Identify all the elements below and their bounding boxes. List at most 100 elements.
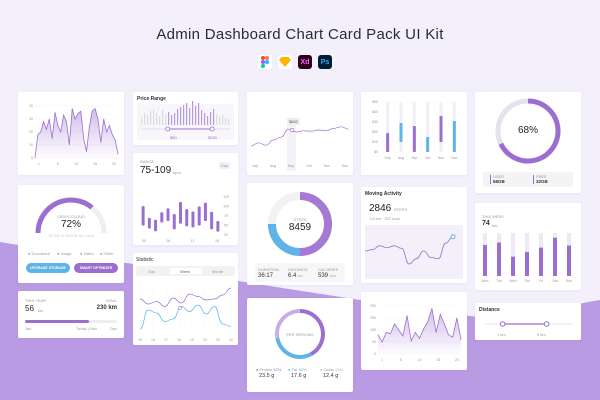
data-point [111, 134, 113, 135]
x-tick-label: 19 [190, 338, 194, 342]
data-point [398, 329, 400, 331]
free-value: 32GB [536, 179, 548, 184]
week-unit: km [492, 223, 498, 228]
bar [567, 245, 571, 276]
tab-week[interactable]: Week [180, 269, 191, 274]
data-point [57, 125, 59, 126]
hover-point [178, 306, 182, 310]
y-tick-label: $30 [372, 120, 378, 124]
sales-line-card: July Aug Sep Oct Nov Dec $852 [247, 92, 353, 175]
macro-value: 23.5 g [259, 373, 275, 379]
bar-track [426, 102, 430, 152]
tab-day[interactable]: Day [148, 269, 156, 274]
histogram-bar [153, 109, 155, 125]
data-point [89, 126, 90, 128]
tab-month[interactable]: Month [212, 269, 224, 274]
data-point [51, 138, 53, 139]
y-tick-label: 30 [29, 117, 33, 121]
x-tick-label: 22 [229, 338, 233, 342]
slider-handle [499, 321, 506, 327]
photoshop-icon: Ps [318, 55, 332, 69]
area-chart-card: 350 250 150 50 0 1 5 10 15 20 [361, 292, 467, 370]
activity-sub: 1.6 km · 327 kcal [369, 216, 400, 221]
steps-card: STEPS 8459 DURATION 36:17 DISTANCE 6.4 km C… [247, 183, 353, 285]
histogram-bar [210, 112, 212, 125]
x-tick-label: 21 [216, 338, 220, 342]
bar [497, 242, 501, 276]
stat-value: 539 kcal [318, 273, 336, 279]
chart-bg [365, 225, 463, 279]
yearly-goal-card: THIS YEAR 56 km GOAL 230 km Jan Today | … [18, 291, 124, 338]
macro-label: ● Protein 42% [256, 367, 282, 372]
histogram-bar [222, 115, 224, 125]
goal-value: 230 km [96, 305, 117, 311]
moving-activity-card: Moving Activity 2846 STEPS 1.6 km · 327 … [361, 187, 467, 283]
histogram-bg [137, 104, 234, 140]
histogram-bar [225, 118, 227, 125]
legend-other: ● Other [100, 251, 114, 256]
storage-percent: 72% [60, 219, 81, 230]
data-point [402, 335, 404, 337]
series-line [364, 236, 454, 265]
xd-icon: Xd [298, 55, 312, 69]
data-point [435, 332, 437, 333]
highlight-point [289, 127, 294, 132]
y-tick-label: 250 [370, 316, 376, 320]
year-unit: km [38, 308, 44, 313]
histogram-bar [228, 119, 230, 125]
x-tick-label: 15 [436, 358, 440, 362]
histogram-bar [189, 108, 191, 125]
year-progress-fill [25, 320, 90, 323]
histogram-bar [165, 114, 167, 125]
range-bar [160, 212, 164, 223]
bar-track [386, 102, 390, 152]
x-tick-label: Sun [566, 279, 572, 283]
histogram-bar [195, 106, 197, 125]
weekly-distance-card: THIS WEEK 74 km Mon Tue Wed Thu Fri Sat Sun [475, 203, 581, 290]
x-tick-label: Aug [398, 156, 404, 160]
x-tick-label: Sep [411, 156, 417, 160]
current-point [450, 234, 456, 240]
data-point [114, 139, 116, 141]
disk-percent: 68% [517, 125, 538, 136]
data-point [460, 339, 462, 340]
data-point [46, 129, 47, 130]
bar [511, 256, 515, 276]
data-point [386, 332, 387, 333]
x-tick-label: 06 [166, 239, 170, 243]
card-title: Moving Activity [365, 191, 402, 197]
x-tick-label: 10 [418, 358, 422, 362]
x-tick-label: 15 [93, 162, 97, 166]
data-point [419, 338, 420, 339]
x-tick-label: Dec [342, 164, 348, 168]
x-tick-label: Nov [324, 164, 330, 168]
figma-icon [258, 55, 272, 69]
monthly-bar-card: $50 $40 $30 $20 $10 $0 July Aug Sep Oct Nov Dec [361, 92, 467, 175]
x-tick-label: Fri [539, 279, 543, 283]
range-value: 75-109 [140, 165, 172, 176]
x-tick-label: 10 [75, 162, 79, 166]
used-label: USED [493, 174, 505, 179]
data-point [390, 333, 391, 334]
period-select[interactable]: Day [219, 162, 231, 169]
donut-fill-purple [299, 192, 332, 256]
histogram-bar [216, 114, 218, 125]
macro-value: 17.6 g [291, 373, 307, 379]
fat-segment [275, 337, 313, 359]
smart-optimizer-button[interactable]: SMART OPTIMIZER [74, 263, 118, 273]
x-tick-label: 20 [455, 358, 459, 362]
bar [539, 247, 543, 276]
upgrade-storage-button[interactable]: UPGRADE STORAGE [26, 263, 70, 273]
energy-area-card: 40 30 20 10 0 1 5 10 15 20 [18, 92, 124, 175]
slider-handle [543, 321, 550, 327]
data-point [394, 323, 395, 325]
tooltip: $852 [287, 118, 300, 125]
x-tick-label: Nov [438, 156, 444, 160]
data-point [452, 336, 453, 338]
series-line [139, 304, 232, 330]
x-tick-label: 1 [38, 162, 40, 166]
x-tick-label: Mon [482, 279, 489, 283]
x-tick-label: Sep [288, 164, 294, 168]
slider-handle [165, 126, 171, 132]
data-point [97, 118, 99, 120]
